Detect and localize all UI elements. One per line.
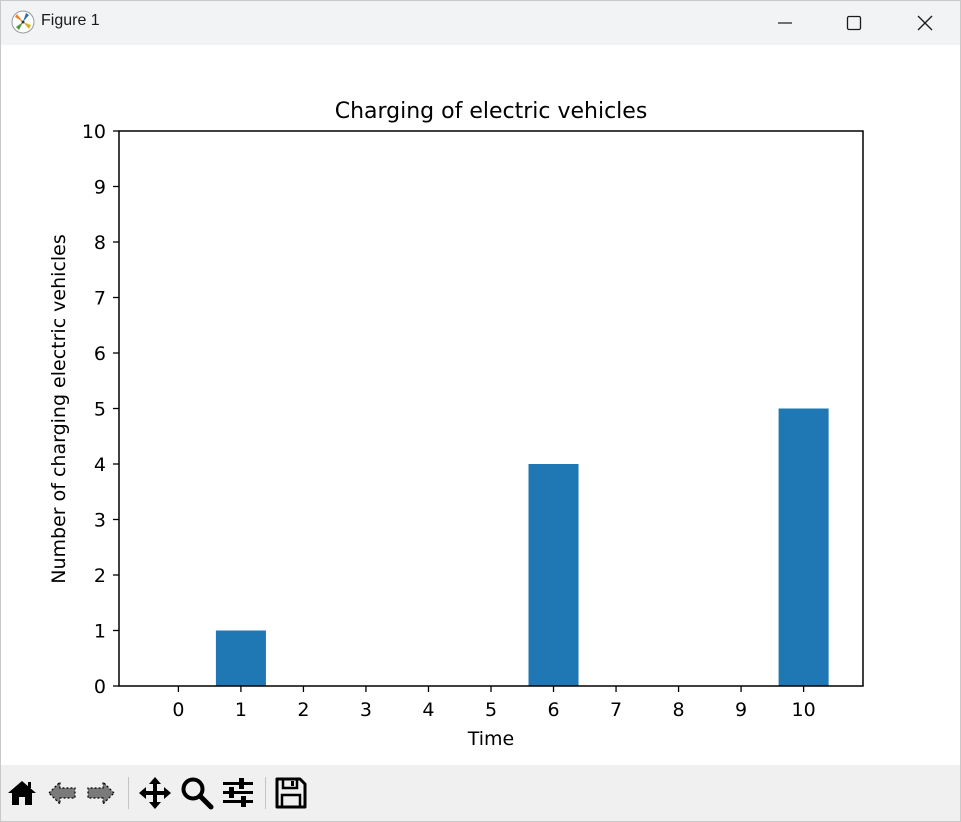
title-bar[interactable]: Figure 1 [1,1,960,45]
pan-button[interactable] [137,775,173,811]
zoom-icon [181,777,214,810]
x-tick-label: 7 [610,699,622,721]
x-tick-label: 10 [792,699,816,721]
y-tick-label: 2 [94,565,106,587]
minimize-button[interactable] [751,1,819,45]
y-tick-label: 6 [94,343,106,365]
x-tick-label: 6 [547,699,559,721]
minimize-icon [778,22,792,24]
figure-canvas[interactable]: Charging of electric vehicles Time Numbe… [1,45,960,765]
y-tick-label: 9 [94,177,106,199]
x-tick-label: 4 [422,699,434,721]
maximize-icon [846,15,862,31]
y-axis-ticks: 0 1 2 3 4 5 6 7 8 9 10 [82,121,119,698]
axes-frame [118,130,864,687]
x-tick-label: 9 [735,699,747,721]
toolbar-separator [128,777,129,809]
x-axis-label: Time [467,728,515,750]
x-tick-label: 0 [172,699,184,721]
x-tick-label: 2 [297,699,309,721]
toolbar-separator [265,777,266,809]
home-icon [8,781,36,805]
forward-button[interactable] [83,775,119,811]
maximize-button[interactable] [820,1,888,45]
home-button[interactable] [4,775,40,811]
back-button[interactable] [44,775,80,811]
bar-6 [528,464,579,686]
x-tick-label: 5 [485,699,497,721]
move-icon [139,777,171,809]
bars-group [215,408,829,686]
x-tick-label: 3 [360,699,372,721]
save-button[interactable] [273,775,309,811]
y-tick-label: 4 [94,454,106,476]
navigation-toolbar [1,765,960,821]
y-tick-label: 3 [94,510,106,532]
y-axis-label: Number of charging electric vehicles [48,234,70,584]
y-tick-label: 5 [94,399,106,421]
configure-subplots-button[interactable] [220,775,256,811]
y-tick-label: 8 [94,232,106,254]
zoom-button[interactable] [179,775,215,811]
y-tick-label: 1 [94,621,106,643]
x-axis-ticks: 0 1 2 3 4 5 6 7 8 9 10 [172,686,816,721]
bar-1 [215,630,266,686]
sliders-icon [223,778,253,807]
y-tick-label: 10 [82,121,106,143]
x-tick-label: 8 [673,699,685,721]
window-title: Figure 1 [41,12,100,29]
bar-10 [778,408,829,686]
forward-arrow-icon [87,780,115,806]
matplotlib-logo-icon [11,10,35,34]
close-button[interactable] [891,1,959,45]
chart-title: Charging of electric vehicles [335,99,648,124]
y-tick-label: 0 [94,676,106,698]
bar-chart: Charging of electric vehicles Time Numbe… [1,45,960,765]
close-icon [917,15,933,31]
back-arrow-icon [48,780,76,806]
x-tick-label: 1 [235,699,247,721]
y-tick-label: 7 [94,288,106,310]
floppy-disk-icon [275,777,307,809]
